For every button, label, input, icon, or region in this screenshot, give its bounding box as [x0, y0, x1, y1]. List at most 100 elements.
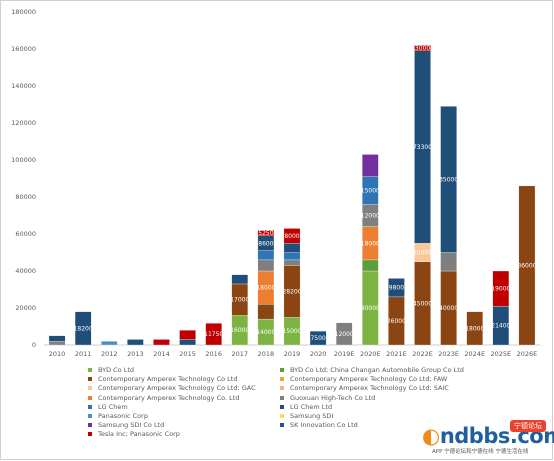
- legend-item: Guoxuan High-Tech Co Ltd: [280, 394, 375, 402]
- y-tick-label: 60000: [15, 230, 36, 238]
- bar-segment: [466, 311, 483, 346]
- x-tick-label: 2024E: [464, 350, 485, 358]
- bar-segment: [335, 322, 353, 346]
- bar-segment: [283, 228, 301, 244]
- bar-segment: [283, 252, 301, 261]
- x-tick-label: 2011: [75, 350, 92, 358]
- site-watermark: ◐ndbbs.com 宁德论坛 APP 宁德论坛和宁德在线 宁德生活在线: [422, 420, 554, 458]
- data-label: 18000: [361, 240, 380, 247]
- legend-label: BYD Co Ltd; China Changan Automobile Gro…: [290, 366, 464, 374]
- x-tick-label: 2016: [205, 350, 222, 358]
- y-tick-label: 180000: [11, 8, 36, 16]
- legend-label: Samsung SDI Co Ltd: [98, 421, 165, 430]
- data-label: 18200: [74, 325, 93, 332]
- bar-segment: [231, 274, 249, 285]
- data-label: 15000: [361, 188, 380, 195]
- legend-swatch: [88, 404, 92, 409]
- data-label: 12000: [361, 213, 380, 220]
- x-tick-label: 2019: [284, 350, 301, 358]
- y-tick-label: 120000: [11, 119, 36, 127]
- watermark-badge: 宁德论坛: [510, 420, 546, 432]
- bar-segment: [48, 335, 66, 342]
- legend-swatch: [88, 368, 92, 372]
- data-label: 40000: [361, 305, 380, 312]
- legend-swatch: [88, 423, 92, 428]
- legend-item: LG Chem: [88, 403, 128, 411]
- legend-swatch: [280, 368, 284, 372]
- y-tick-label: 40000: [15, 267, 36, 275]
- bar-segment: [153, 339, 170, 346]
- x-tick-label: 2014: [153, 350, 170, 358]
- data-label: 18000: [256, 285, 275, 292]
- bar-segment: [518, 185, 536, 346]
- data-label: 12000: [335, 331, 354, 338]
- bar-segment: [309, 330, 327, 346]
- bar-segment: [179, 339, 196, 346]
- y-tick-label: 140000: [11, 82, 36, 90]
- data-label: 18000: [465, 325, 484, 332]
- data-label: 3000: [415, 45, 430, 52]
- bar-segment: [257, 250, 275, 261]
- legend-label: Panasonic Corp: [98, 412, 148, 420]
- data-label: 5250: [258, 230, 273, 237]
- data-label: 15000: [282, 328, 301, 335]
- y-tick-label: 100000: [11, 156, 36, 164]
- bar-segment: [414, 45, 431, 51]
- bar-segment: [257, 259, 275, 272]
- bar-segment: [362, 154, 379, 177]
- bar-segment: [179, 330, 196, 340]
- legend-item: Panasonic Corp: [88, 412, 148, 420]
- data-label: 17000: [230, 297, 249, 304]
- legend-item: BYD Co Ltd: [88, 366, 134, 374]
- legend-swatch: [280, 404, 284, 409]
- y-tick-label: 0: [32, 341, 36, 349]
- watermark-slogan: APP 宁德论坛和宁德在线 宁德生活在线: [432, 449, 529, 455]
- data-label: 7500: [310, 335, 325, 342]
- legend-item: Contemporary Amperex Technology Co. Ltd: [88, 394, 239, 402]
- data-label: 40000: [439, 305, 458, 312]
- data-label: 86000: [517, 262, 536, 269]
- x-tick-label: 2026E: [517, 350, 538, 358]
- data-label: 73300: [413, 144, 432, 151]
- data-label: 8000: [284, 233, 299, 240]
- legend-item: Samsung SDI Co Ltd: [88, 421, 164, 429]
- x-tick-label: 2019E: [334, 350, 355, 358]
- legend-item: Contemporary Amperex Technology Co Ltd; …: [280, 384, 449, 392]
- x-tick-label: 2022E: [412, 350, 433, 358]
- bar-segment: [440, 252, 457, 272]
- legend-swatch: [280, 414, 284, 418]
- legend-item: LG Chem Ltd: [280, 403, 332, 411]
- legend-item: Contemporary Amperex Technology Co Ltd; …: [280, 375, 447, 383]
- data-label: 26000: [387, 318, 406, 325]
- data-label: 8600: [258, 240, 273, 247]
- y-tick-label: 20000: [15, 304, 36, 312]
- legend-label: LG Chem: [98, 402, 128, 411]
- bar-segment: [492, 270, 510, 307]
- legend-label: Contemporary Amperex Technology Co Ltd: [98, 375, 238, 384]
- legend-label: Samsung SDI: [290, 412, 334, 420]
- data-label: 35000: [439, 176, 458, 183]
- x-tick-label: 2023E: [438, 350, 459, 358]
- bar-segment: [48, 341, 66, 346]
- bar-segment: [205, 323, 222, 346]
- data-label: 19000: [491, 286, 510, 293]
- bar-segment: [257, 304, 275, 320]
- legend-item: Contemporary Amperex Technology Co Ltd: [88, 375, 237, 383]
- bar-segment: [440, 106, 457, 253]
- bar-segment: [127, 339, 144, 346]
- y-tick-label: 160000: [11, 45, 36, 53]
- bar-segment: [388, 278, 405, 298]
- x-tick-label: 2025E: [491, 350, 512, 358]
- legend-label: Tesla Inc; Panasonic Corp: [98, 430, 180, 439]
- legend-swatch: [88, 377, 92, 382]
- legend-swatch: [88, 395, 92, 400]
- x-tick-label: 2013: [127, 350, 144, 358]
- legend-item: Samsung SDI: [280, 412, 333, 420]
- bar-segment: [362, 259, 379, 272]
- data-label: 11750: [204, 331, 223, 338]
- legend-swatch: [88, 414, 92, 418]
- data-label: 28200: [282, 288, 301, 295]
- x-tick-label: 2017: [232, 350, 249, 358]
